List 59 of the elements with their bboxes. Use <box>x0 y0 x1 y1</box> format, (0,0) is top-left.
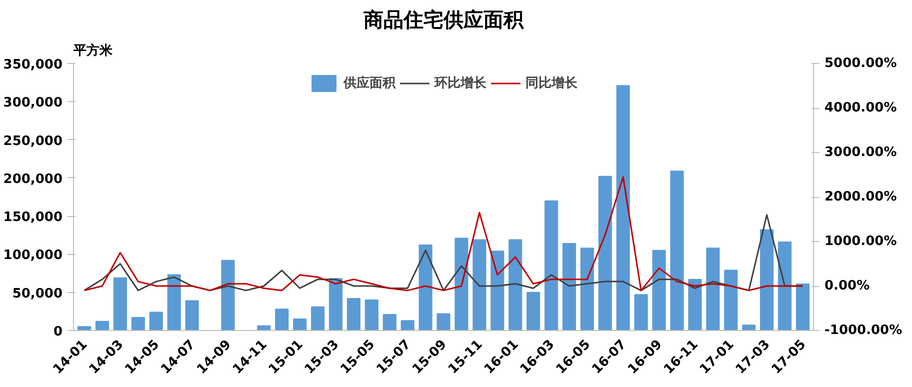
bar <box>310 306 325 330</box>
bar <box>113 277 127 330</box>
legend-label: 同比增长 <box>526 75 578 92</box>
bar <box>131 317 145 330</box>
bar <box>616 85 630 330</box>
bar <box>275 308 289 330</box>
y2-tick-label: 0.00% <box>824 278 870 294</box>
y2-tick-label: 5000.00% <box>824 56 897 71</box>
y-tick-label: 350,000 <box>3 58 63 72</box>
bar <box>796 283 810 330</box>
y-axis-title: 平方米 <box>72 42 114 58</box>
bar <box>778 242 792 330</box>
bar <box>544 200 558 330</box>
bar <box>760 229 774 330</box>
bar <box>742 324 756 330</box>
bar <box>490 250 504 330</box>
y-tick-label: 150,000 <box>3 210 63 226</box>
bar <box>328 278 343 330</box>
bar <box>185 300 199 330</box>
bar <box>382 314 396 330</box>
bar <box>706 248 720 330</box>
y2-tick-label: 2000.00% <box>824 190 897 204</box>
chart-title: 商品住宅供应面积 <box>362 8 524 32</box>
bar <box>472 239 486 330</box>
bar <box>167 274 181 330</box>
y-tick-label: 250,000 <box>3 134 63 149</box>
bar <box>400 320 414 330</box>
bar <box>149 312 163 330</box>
y-tick-label: 0 <box>53 324 62 340</box>
legend-label: 供应面积 <box>344 74 396 92</box>
bar <box>346 298 360 330</box>
y2-tick-label: 1000.00% <box>824 234 897 249</box>
y2-tick-label: -1000.00% <box>824 323 902 338</box>
y-tick-label: 200,000 <box>3 172 63 187</box>
bar <box>508 239 522 330</box>
bar <box>364 299 378 330</box>
y-tick-label: 100,000 <box>3 248 63 264</box>
bar <box>652 250 666 330</box>
bar <box>580 248 594 330</box>
bar <box>562 243 576 330</box>
y-tick-label: 50,000 <box>12 286 63 302</box>
legend-label: 环比增长 <box>434 75 486 92</box>
bar <box>293 318 307 330</box>
y-tick-label: 300,000 <box>3 96 63 111</box>
bar <box>221 260 235 330</box>
bar <box>724 270 738 330</box>
bar <box>454 238 468 330</box>
bar <box>634 294 648 330</box>
bar <box>688 278 702 330</box>
bar <box>436 313 450 330</box>
line-series <box>84 176 804 292</box>
y2-tick-label: 3000.00% <box>824 145 897 160</box>
bar <box>418 244 432 330</box>
bar <box>526 292 540 330</box>
bar <box>598 176 612 330</box>
bar <box>95 320 110 330</box>
bar <box>77 326 92 330</box>
y2-tick-label: 4000.00% <box>824 100 897 116</box>
bar <box>670 170 684 330</box>
